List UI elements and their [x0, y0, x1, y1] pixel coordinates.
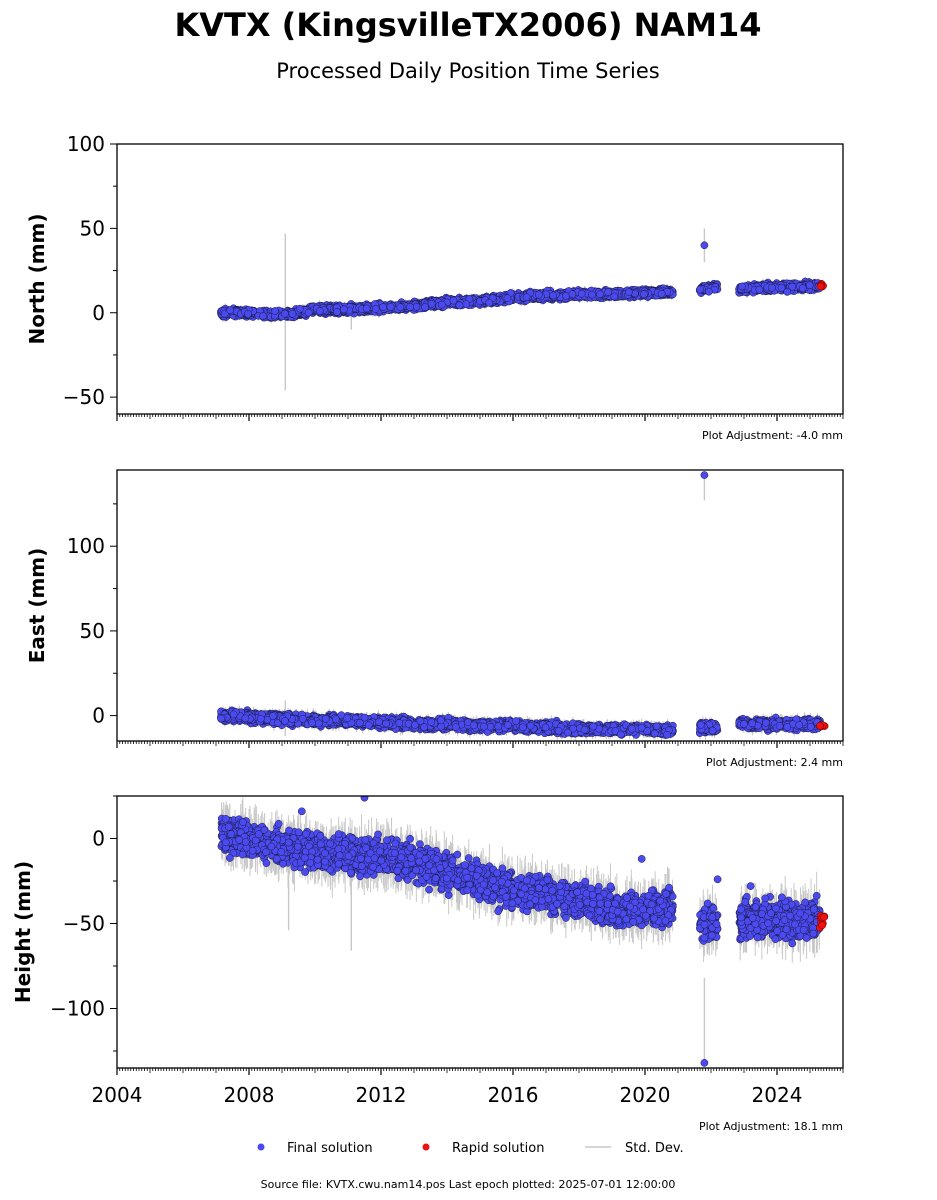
- north-final-point: [596, 290, 604, 299]
- north-final-point: [396, 303, 405, 312]
- north-final-point: [549, 291, 557, 300]
- north-final-points: [217, 241, 824, 322]
- north-rapid-point: [816, 282, 825, 291]
- north-plot-adjustment: Plot Adjustment: -4.0 mm: [702, 429, 843, 442]
- north-final-point: [562, 291, 570, 300]
- north-final-point: [755, 285, 764, 294]
- east-data: [217, 471, 829, 741]
- north-ytick-label: 0: [92, 301, 105, 325]
- north-final-point: [316, 307, 324, 315]
- north-final-point: [296, 304, 304, 313]
- north-final-point: [449, 296, 458, 305]
- north-final-point: [577, 289, 586, 298]
- north-final-point: [379, 303, 387, 311]
- north-final-point: [704, 287, 713, 296]
- north-final-point: [455, 301, 464, 310]
- north-final-point: [288, 309, 297, 318]
- north-final-point: [783, 288, 792, 296]
- north-final-point: [386, 303, 395, 311]
- north-final-point: [768, 283, 776, 292]
- north-final-point: [333, 308, 341, 316]
- north-final-point: [271, 307, 279, 315]
- north-final-point: [427, 299, 436, 308]
- north-final-point: [805, 281, 814, 290]
- north-final-point: [220, 309, 229, 318]
- north-final-point: [522, 293, 531, 301]
- north-final-point: [281, 309, 289, 318]
- chart-subtitle: Processed Daily Position Time Series: [276, 59, 660, 83]
- north-final-point: [588, 290, 596, 299]
- north-final-point: [624, 288, 633, 297]
- north-final-point: [798, 284, 807, 293]
- north-final-point: [421, 303, 429, 311]
- north-ytick-label: 50: [80, 216, 105, 240]
- north-final-point: [640, 290, 648, 299]
- north-outlier-point-0: [700, 241, 709, 250]
- north-final-point: [738, 282, 746, 291]
- north-final-point: [657, 289, 666, 298]
- north-axis-label: North (mm): [25, 213, 49, 344]
- north-axes-frame: [116, 143, 844, 415]
- north-final-point: [604, 288, 613, 296]
- north-final-point: [777, 283, 786, 292]
- north-final-point: [412, 302, 421, 311]
- north-final-point: [503, 294, 512, 303]
- north-data: [217, 228, 827, 391]
- north-final-point: [371, 305, 380, 313]
- north-final-point: [788, 282, 797, 291]
- north-final-point: [406, 303, 414, 311]
- north-final-point: [534, 290, 543, 299]
- chart-title: KVTX (KingsvilleTX2006) NAM14: [174, 6, 761, 44]
- north-rapid-points: [816, 279, 827, 291]
- north-final-point: [259, 312, 267, 320]
- north-final-point: [437, 300, 446, 309]
- north-final-point: [610, 292, 619, 301]
- north-panel: −50 0 50 100 North (mm) Plot Adjustment: -4…: [25, 132, 844, 442]
- north-final-point: [462, 300, 470, 308]
- north-final-point: [304, 308, 313, 317]
- north-ytick-label: −50: [63, 385, 105, 409]
- north-final-point: [244, 310, 252, 318]
- north-final-point: [340, 305, 348, 314]
- north-final-point: [485, 298, 494, 307]
- north-final-point: [568, 290, 577, 298]
- north-final-point: [226, 306, 235, 315]
- east-final-points: [217, 471, 824, 739]
- north-final-point: [696, 285, 704, 294]
- north-final-point: [362, 304, 371, 313]
- north-ytick-label: 100: [67, 132, 105, 156]
